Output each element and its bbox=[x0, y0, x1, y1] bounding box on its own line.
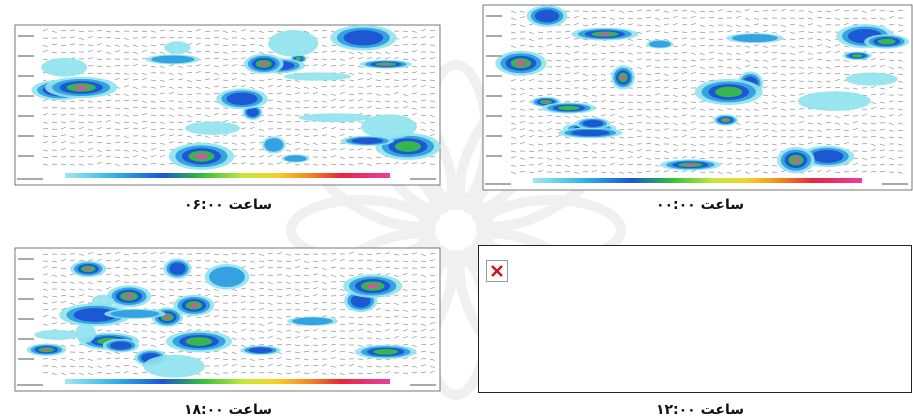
precip-area bbox=[260, 62, 268, 66]
axis-label-stub bbox=[18, 298, 34, 300]
precip-area bbox=[344, 30, 384, 45]
precip-area bbox=[143, 355, 204, 378]
precip-area bbox=[185, 122, 240, 135]
weather-map bbox=[15, 25, 441, 185]
axis-label-stub bbox=[18, 95, 34, 97]
precip-area bbox=[227, 93, 258, 105]
axis-label-stub bbox=[486, 55, 502, 57]
precip-area bbox=[85, 267, 92, 270]
axis-label-stub bbox=[486, 95, 502, 97]
precip-area bbox=[851, 54, 863, 57]
footer-stub bbox=[485, 183, 511, 185]
colorbar bbox=[65, 379, 390, 384]
precip-area bbox=[558, 106, 580, 110]
caption: ساعت ۱۲:۰۰ bbox=[656, 402, 744, 418]
precip-area bbox=[535, 10, 559, 23]
footer-stub bbox=[410, 384, 436, 386]
precip-area bbox=[811, 150, 843, 163]
precip-area bbox=[169, 263, 186, 275]
precip-area bbox=[381, 63, 391, 65]
precip-area bbox=[110, 342, 132, 350]
caption: ساعت ۰۰:۰۰ bbox=[656, 197, 744, 213]
footer-stub bbox=[410, 178, 436, 180]
precip-area bbox=[264, 138, 283, 152]
footer-stub bbox=[17, 178, 43, 180]
precip-area bbox=[284, 155, 307, 162]
precip-area bbox=[299, 113, 372, 122]
axis-label-stub bbox=[18, 318, 34, 320]
precip-area bbox=[34, 330, 79, 340]
axis-label-stub bbox=[18, 338, 34, 340]
precip-area bbox=[151, 55, 194, 63]
precip-area bbox=[125, 294, 134, 298]
precip-area bbox=[543, 101, 549, 103]
weather-map bbox=[483, 5, 912, 190]
axis-label-stub bbox=[486, 75, 502, 77]
axis-label-stub bbox=[18, 75, 34, 77]
footer-stub bbox=[17, 384, 43, 386]
precip-area bbox=[715, 87, 742, 97]
colorbar bbox=[533, 178, 862, 183]
axis-label-stub bbox=[18, 35, 34, 37]
precip-area bbox=[373, 349, 398, 355]
axis-label-stub bbox=[18, 135, 34, 137]
precip-area bbox=[367, 284, 379, 289]
colorbar bbox=[65, 173, 390, 178]
image-frame bbox=[479, 246, 912, 393]
axis-label-stub bbox=[486, 135, 502, 137]
precip-area bbox=[723, 119, 728, 121]
precip-area bbox=[684, 164, 696, 166]
precip-area bbox=[516, 61, 526, 66]
weather-map bbox=[15, 248, 440, 391]
axis-label-stub bbox=[18, 155, 34, 157]
axis-label-stub bbox=[18, 278, 34, 280]
precip-area bbox=[878, 39, 896, 45]
precip-area bbox=[351, 138, 383, 144]
precip-area bbox=[845, 73, 897, 86]
precip-area bbox=[164, 41, 190, 54]
precip-area bbox=[792, 158, 800, 163]
precip-area bbox=[395, 141, 421, 152]
precip-area bbox=[649, 41, 671, 48]
axis-label-stub bbox=[18, 258, 34, 260]
precip-area bbox=[110, 310, 159, 318]
precip-area bbox=[598, 33, 611, 36]
axis-label-stub bbox=[486, 155, 502, 157]
precip-area bbox=[621, 75, 626, 80]
precip-area bbox=[583, 120, 604, 127]
page: ساعت ۰۶:۰۰ ساعت ۰۰:۰۰ ساعت ۱۸:۰۰ ساعت ۱۲… bbox=[0, 0, 913, 419]
precip-area bbox=[284, 72, 351, 80]
axis-label-stub bbox=[18, 55, 34, 57]
precip-area bbox=[732, 34, 778, 42]
precip-area bbox=[190, 303, 198, 307]
precip-area bbox=[42, 349, 50, 351]
broken-image-panel bbox=[479, 246, 912, 393]
caption: ساعت ۰۶:۰۰ bbox=[184, 197, 272, 213]
precip-area bbox=[209, 267, 245, 287]
precip-area bbox=[248, 347, 272, 353]
precip-area bbox=[798, 91, 871, 111]
precip-area bbox=[292, 317, 333, 325]
precip-area bbox=[195, 154, 208, 159]
precip-area bbox=[571, 130, 610, 136]
axis-label-stub bbox=[18, 115, 34, 117]
precip-area bbox=[268, 30, 318, 57]
axis-label-stub bbox=[486, 115, 502, 117]
precip-area bbox=[247, 108, 259, 117]
footer-stub bbox=[882, 183, 908, 185]
figure: ساعت ۰۶:۰۰ ساعت ۰۰:۰۰ ساعت ۱۸:۰۰ ساعت ۱۲… bbox=[0, 0, 913, 419]
axis-label-stub bbox=[18, 358, 34, 360]
precip-area bbox=[164, 315, 170, 319]
axis-label-stub bbox=[486, 35, 502, 37]
axis-label-stub bbox=[486, 15, 502, 17]
precip-area bbox=[295, 57, 302, 61]
precip-area bbox=[74, 85, 88, 89]
caption: ساعت ۱۸:۰۰ bbox=[184, 402, 272, 418]
precip-area bbox=[186, 337, 213, 346]
precip-area bbox=[41, 58, 87, 77]
